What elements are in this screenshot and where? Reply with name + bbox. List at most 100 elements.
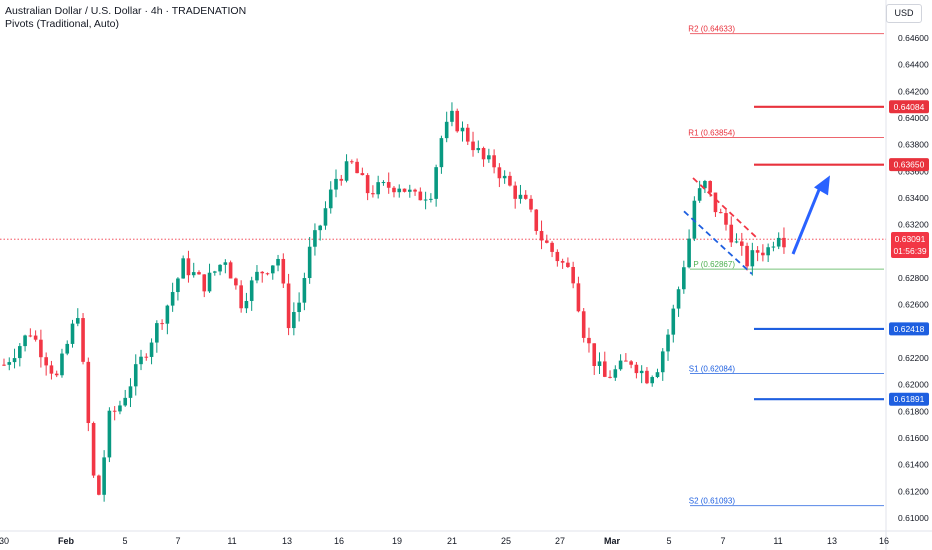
candle-body (12, 358, 17, 363)
y-tick-label: 0.63200 (898, 220, 929, 230)
candle-body (734, 241, 739, 243)
candle-body (397, 188, 402, 193)
candle-body (613, 369, 618, 378)
candle-body (97, 475, 101, 495)
candle-body (724, 213, 728, 225)
candle-body (629, 361, 633, 365)
candle-body (207, 272, 212, 292)
candle-body (523, 194, 528, 199)
candle-body (782, 237, 786, 248)
candle-body (413, 189, 417, 192)
x-tick-label: 19 (392, 536, 402, 546)
candle-body (39, 339, 43, 358)
x-tick-label: 13 (827, 536, 837, 546)
pivot-label: S1 (0.62084) (689, 364, 736, 373)
candle-body (133, 364, 138, 387)
candle-body (260, 271, 265, 274)
candle-body (602, 361, 607, 377)
candle-body (418, 191, 423, 201)
candle-body (740, 241, 744, 246)
candle-body (376, 182, 380, 195)
candle-body (571, 266, 575, 284)
x-tick-label: 25 (501, 536, 511, 546)
candle-body (639, 370, 644, 374)
candle-body (307, 246, 312, 279)
pivot-label: R1 (0.63854) (688, 128, 735, 137)
candle-body (534, 209, 539, 231)
candle-body (439, 138, 444, 168)
candle-body (560, 261, 565, 263)
candle-body (186, 258, 191, 276)
candle-body (118, 405, 122, 412)
candle-body (371, 193, 375, 195)
candle-body (350, 161, 354, 163)
forecast-arrow-head (814, 175, 830, 196)
candle-body (144, 356, 149, 358)
level-price-label: 0.63650 (894, 160, 925, 170)
x-tick-label: 7 (175, 536, 180, 546)
pivot-label: P (0.62867) (693, 260, 735, 269)
candle-body (313, 230, 317, 247)
candle-body (687, 238, 691, 268)
level-price-tag (889, 392, 929, 406)
level-price-tag (889, 322, 929, 336)
x-tick-label: 16 (879, 536, 889, 546)
y-tick-label: 0.61000 (898, 513, 929, 523)
level-price-label: 0.64084 (894, 102, 925, 112)
candle-body (671, 308, 676, 335)
symbol-title[interactable]: Australian Dollar / U.S. Dollar · 4h · T… (5, 5, 247, 17)
candle-body (645, 370, 649, 384)
currency-button[interactable]: USD (886, 4, 922, 23)
y-tick-label: 0.62000 (898, 380, 929, 390)
candle-body (75, 318, 80, 324)
candle-body (581, 311, 586, 338)
candle-body (465, 127, 470, 142)
flag-upper-line (692, 177, 758, 239)
level-price-tag (889, 158, 929, 172)
candle-body (33, 335, 38, 340)
candle-body (713, 192, 718, 213)
candle-body (497, 167, 502, 179)
candle-body (729, 224, 734, 243)
candle-body (660, 351, 665, 373)
candle-body (302, 278, 307, 303)
candle-body (518, 194, 523, 199)
y-tick-label: 0.63600 (898, 166, 929, 176)
x-tick-label: 13 (282, 536, 292, 546)
candle-body (697, 188, 702, 201)
candle-body (476, 148, 481, 151)
x-tick-label: 5 (122, 536, 127, 546)
candle-body (555, 251, 560, 262)
candle-body (471, 141, 475, 151)
candle-body (355, 161, 359, 174)
candle-body (402, 188, 407, 192)
candle-body (386, 182, 391, 188)
level-price-label: 0.62418 (894, 324, 925, 334)
candle-body (86, 361, 91, 424)
candle-body (197, 272, 201, 275)
y-tick-label: 0.62600 (898, 300, 929, 310)
forecast-arrow-shaft (791, 186, 822, 255)
candle-body (750, 250, 755, 267)
candle-body (44, 357, 48, 366)
indicator-title[interactable]: Pivots (Traditional, Auto) (5, 18, 119, 30)
x-tick-label: 21 (447, 536, 457, 546)
candle-body (239, 285, 243, 309)
y-tick-label: 0.61400 (898, 460, 929, 470)
candle-body (244, 300, 249, 309)
candle-body (128, 386, 133, 398)
candle-body (776, 237, 781, 247)
candle-body (455, 110, 460, 132)
candle-body (407, 189, 412, 192)
x-tick-label: 11 (773, 536, 782, 546)
y-tick-label: 0.63400 (898, 193, 929, 203)
candle-body (365, 175, 370, 194)
candle-body (28, 335, 33, 337)
candle-body (255, 271, 259, 281)
candle-body (434, 167, 438, 199)
candle-body (60, 353, 64, 376)
candle-body (160, 323, 164, 325)
candle-body (170, 292, 175, 306)
